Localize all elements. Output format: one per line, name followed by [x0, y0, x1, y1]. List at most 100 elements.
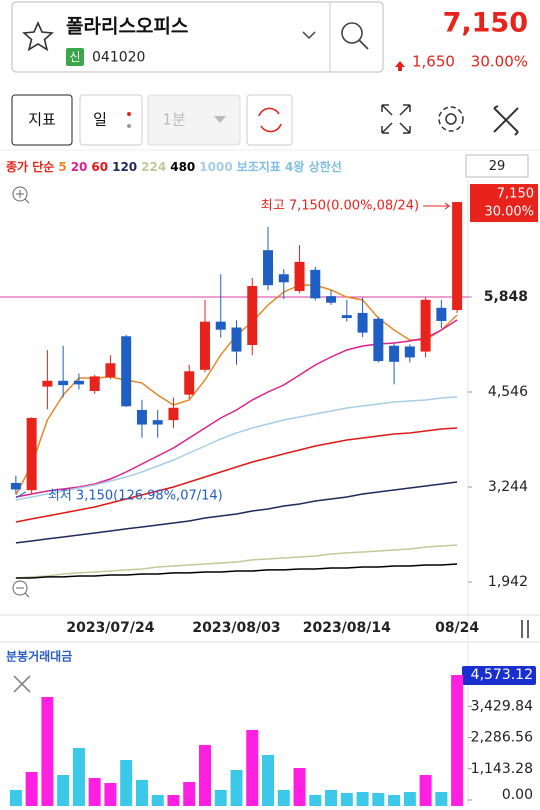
- stock-name: 폴라리스오피스: [66, 16, 188, 38]
- resize-handle[interactable]: [521, 620, 529, 638]
- candle-body: [404, 346, 415, 358]
- candle-body: [42, 380, 53, 387]
- volume-bar: [214, 789, 227, 806]
- volume-bar: [120, 760, 133, 806]
- star-icon[interactable]: [22, 21, 54, 52]
- x-tick-label: 08/24: [435, 620, 479, 636]
- volume-bar: [403, 791, 416, 806]
- legend-entry: 60: [91, 160, 108, 174]
- refresh-icon: [258, 107, 282, 133]
- volume-bar: [167, 794, 180, 806]
- zoom-out[interactable]: [12, 580, 28, 596]
- volume-bar: [309, 794, 322, 806]
- volume-bar: [198, 745, 211, 806]
- search-icon[interactable]: [341, 22, 363, 44]
- x-tick-label: 2023/08/03: [192, 620, 280, 636]
- x-tick-label: 2023/08/14: [303, 620, 391, 636]
- zoom-in[interactable]: [12, 186, 28, 202]
- candle-body: [105, 363, 116, 378]
- stock-code: 041020: [92, 50, 145, 66]
- count-box[interactable]: [465, 154, 529, 178]
- candle-body: [10, 482, 21, 490]
- legend-entry: 1000: [199, 160, 232, 174]
- candle-body: [294, 261, 305, 292]
- dot: [127, 112, 131, 116]
- y-tick-label: 1,143.28: [471, 761, 533, 777]
- caret: [214, 116, 226, 123]
- volume-bar: [277, 789, 290, 806]
- candle-body: [452, 202, 463, 311]
- badge-box: [66, 48, 84, 66]
- price: 7,150: [443, 8, 528, 39]
- zoom-out-sign: [16, 587, 30, 598]
- candle-body: [357, 312, 368, 333]
- candle-body: [341, 315, 352, 319]
- candle-body: [136, 409, 147, 425]
- volume-bar: [388, 794, 401, 806]
- legend-entry: 224: [141, 160, 166, 174]
- volume-bar: [9, 789, 22, 806]
- candle-body: [199, 321, 210, 370]
- y-tick-label: 3,244: [488, 479, 528, 495]
- moving-average: [15, 284, 458, 496]
- volume-bar: [419, 774, 432, 806]
- stock-box[interactable]: [11, 1, 384, 73]
- volume-bar: [246, 729, 259, 806]
- moving-average: [15, 319, 458, 498]
- candle-body: [184, 371, 195, 395]
- last-pct: 30.00%: [484, 205, 534, 220]
- moving-average: [15, 396, 458, 501]
- candle-body: [26, 417, 37, 491]
- settings-icon[interactable]: [445, 113, 457, 125]
- zoom-in-sign: [16, 190, 30, 204]
- candle-body: [58, 380, 69, 386]
- low-arrow: [15, 491, 27, 499]
- period-button[interactable]: [79, 94, 143, 146]
- volume-bar: [183, 782, 196, 806]
- interval-select[interactable]: [147, 94, 241, 146]
- high-arrow: [423, 202, 451, 210]
- volume-bar: [41, 697, 54, 806]
- x-tick-label: 2023/07/24: [66, 620, 154, 636]
- candle-body: [89, 376, 100, 391]
- refresh-button[interactable]: [246, 94, 293, 146]
- candle-body: [310, 269, 321, 299]
- close-icon[interactable]: [13, 675, 31, 693]
- search-handle: [358, 39, 369, 50]
- candle-body: [168, 407, 179, 421]
- legend-prefix: 종가 단순: [6, 159, 54, 174]
- tools-icon[interactable]: [493, 105, 519, 136]
- count: 29: [489, 159, 506, 174]
- volume-bar: [57, 774, 70, 806]
- max-label-box: [462, 666, 536, 685]
- volume-bar: [325, 789, 338, 806]
- moving-average: [15, 544, 458, 579]
- badge: 신: [69, 50, 80, 64]
- expand-icon[interactable]: [381, 104, 411, 134]
- moving-average: [15, 481, 458, 544]
- volume-bar: [372, 793, 385, 806]
- last-price: 7,150: [497, 187, 534, 202]
- change-pct: 30.00%: [471, 53, 528, 71]
- indicator-button[interactable]: [11, 94, 73, 146]
- legend-suffix: 보조지표 4왕 상한선: [237, 159, 342, 174]
- volume-bar: [72, 748, 85, 806]
- high-annotation: 최고 7,150(0.00%,08/24): [261, 199, 419, 214]
- candle-body: [73, 380, 84, 385]
- candle-body: [121, 336, 132, 407]
- low-annotation: 최저 3,150(126.98%,07/14): [48, 488, 223, 503]
- interval-label: 1분: [162, 111, 186, 129]
- candle-body: [215, 321, 226, 330]
- candle-body: [420, 299, 431, 352]
- volume-title: 분봉거래대금: [6, 649, 72, 664]
- up-arrow: [395, 61, 405, 71]
- legend-entry: 5: [58, 160, 66, 174]
- dot: [127, 124, 131, 128]
- y-tick-label: 5,848: [484, 289, 528, 305]
- period-label: 일: [93, 111, 107, 129]
- y-tick-label: 3,429.84: [471, 698, 533, 714]
- chevron[interactable]: [302, 31, 316, 40]
- moving-average: [15, 427, 458, 523]
- moving-average: [15, 563, 458, 579]
